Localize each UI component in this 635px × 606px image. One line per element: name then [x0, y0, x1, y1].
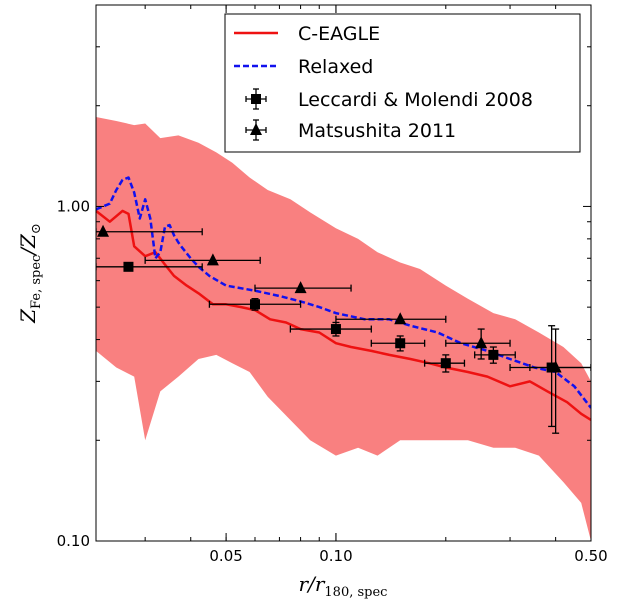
legend-label: Leccardi & Molendi 2008 [298, 89, 533, 111]
series-line-relaxed [96, 176, 591, 409]
data-point-square [488, 349, 499, 360]
y-axis-title: ZFe, spec/Z⊙ [16, 223, 44, 323]
y-tick-label: 1.00 [57, 197, 90, 215]
series-line-c-eagle [96, 209, 591, 422]
x-axis-title: r/r180, spec [298, 572, 388, 600]
data-point-square [440, 358, 451, 369]
data-point-square [123, 261, 134, 272]
legend-item-c-eagle: C-EAGLE [234, 23, 380, 45]
legend-marker [250, 123, 262, 135]
legend-label: C-EAGLE [298, 23, 380, 45]
data-point-triangle [294, 281, 307, 294]
data-point-square [330, 324, 341, 335]
legend-item-matsushita: Matsushita 2011 [245, 119, 456, 142]
data-point-triangle [549, 360, 562, 373]
legend-item-relaxed: Relaxed [234, 56, 373, 78]
y-tick-label: 0.10 [57, 532, 90, 550]
x-tick-label: 0.05 [209, 547, 242, 565]
data-point-triangle [394, 312, 407, 325]
legend-label: Matsushita 2011 [298, 120, 456, 142]
observations-matsushita [96, 224, 591, 434]
plot-frame [95, 4, 592, 542]
legend-label: Relaxed [298, 56, 373, 78]
data-point-square [395, 338, 406, 349]
legend-item-leccardi: Leccardi & Molendi 2008 [245, 88, 533, 111]
legend-box [224, 13, 581, 153]
x-tick-label: 0.50 [574, 547, 607, 565]
data-point-triangle [97, 224, 110, 237]
data-point-square [249, 299, 260, 310]
legend-marker [251, 94, 261, 104]
x-tick-label: 0.10 [319, 547, 352, 565]
data-point-triangle [475, 336, 488, 349]
data-point-triangle [206, 253, 219, 266]
